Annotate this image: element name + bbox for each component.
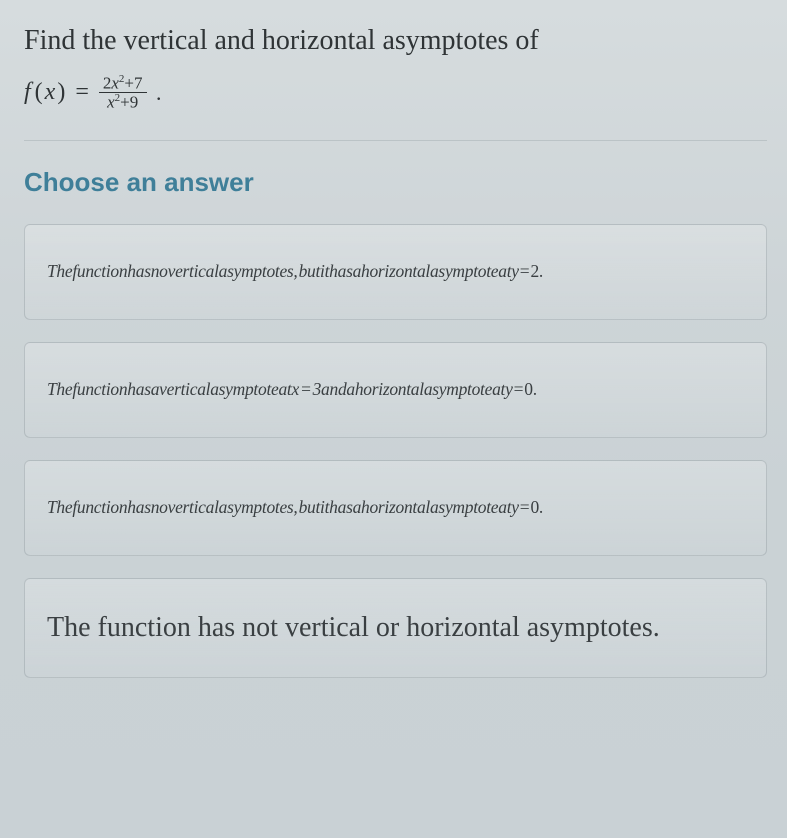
open-paren: ( bbox=[35, 79, 43, 106]
question-block: Find the vertical and horizontal asympto… bbox=[24, 22, 767, 141]
function-letter: f bbox=[24, 79, 31, 106]
answer-option-d[interactable]: The function has not vertical or horizon… bbox=[24, 578, 767, 678]
option-text: Thefunctionhasaverticalasymptoteatx = 3a… bbox=[47, 378, 537, 401]
denominator: x2+9 bbox=[103, 93, 142, 112]
equals-sign: = bbox=[75, 79, 89, 106]
answer-options: Thefunctionhasnoverticalasymptotes, buti… bbox=[24, 224, 767, 678]
fraction: 2x2+7 x2+9 bbox=[99, 74, 147, 112]
option-text: Thefunctionhasnoverticalasymptotes, buti… bbox=[47, 496, 543, 519]
question-text: Find the vertical and horizontal asympto… bbox=[24, 22, 767, 60]
function-variable: x bbox=[45, 79, 56, 106]
equation-period: . bbox=[157, 80, 163, 106]
answer-option-c[interactable]: Thefunctionhasnoverticalasymptotes, buti… bbox=[24, 460, 767, 556]
answer-option-a[interactable]: Thefunctionhasnoverticalasymptotes, buti… bbox=[24, 224, 767, 320]
answer-option-b[interactable]: Thefunctionhasaverticalasymptoteatx = 3a… bbox=[24, 342, 767, 438]
option-text: Thefunctionhasnoverticalasymptotes, buti… bbox=[47, 260, 543, 283]
numerator: 2x2+7 bbox=[99, 74, 147, 94]
option-text: The function has not vertical or horizon… bbox=[47, 607, 660, 649]
close-paren: ) bbox=[57, 79, 65, 106]
quiz-page: Find the vertical and horizontal asympto… bbox=[0, 0, 787, 838]
choose-answer-heading: Choose an answer bbox=[24, 167, 767, 198]
equation: f ( x ) = 2x2+7 x2+9 . bbox=[24, 74, 767, 112]
